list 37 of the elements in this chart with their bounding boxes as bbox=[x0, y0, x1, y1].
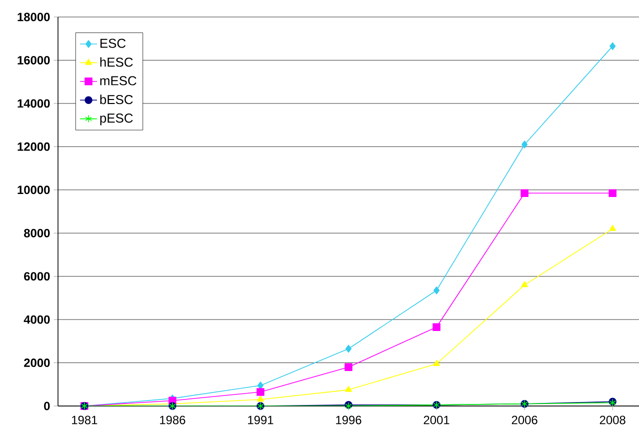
point bbox=[520, 189, 528, 198]
point bbox=[608, 189, 616, 198]
y-tick-label: 6000 bbox=[24, 272, 50, 281]
point bbox=[609, 224, 616, 231]
x-tick-label: 1991 bbox=[248, 416, 274, 424]
x-tick-label: 2008 bbox=[600, 416, 626, 424]
point bbox=[521, 281, 528, 288]
legend-label: pESC bbox=[100, 114, 133, 126]
legend-label: ESC bbox=[100, 38, 126, 48]
legend-label: mESC bbox=[100, 76, 136, 86]
point bbox=[257, 382, 264, 390]
x-tick-label: 1996 bbox=[336, 416, 362, 424]
y-tick-label: 8000 bbox=[24, 228, 50, 238]
point bbox=[522, 140, 528, 148]
point bbox=[344, 363, 352, 371]
y-tick-label: 10000 bbox=[18, 186, 50, 194]
x-tick-label: 1986 bbox=[160, 416, 186, 424]
point bbox=[256, 388, 264, 396]
point bbox=[432, 323, 440, 332]
point bbox=[345, 344, 352, 353]
legend-label: hESC bbox=[100, 57, 133, 67]
y-tick-label: 14000 bbox=[18, 99, 50, 108]
x-tick-label: 2001 bbox=[424, 416, 450, 424]
x-tick-label: 1981 bbox=[72, 416, 98, 424]
point bbox=[434, 286, 440, 294]
point bbox=[345, 386, 352, 392]
x-tick-label: 2006 bbox=[512, 416, 538, 424]
point bbox=[610, 42, 616, 50]
y-tick-label: 12000 bbox=[18, 142, 50, 151]
y-tick-label: 18000 bbox=[18, 12, 50, 22]
legend-label: bESC bbox=[100, 94, 133, 104]
y-tick-label: 4000 bbox=[24, 315, 50, 324]
y-tick-label: 16000 bbox=[18, 56, 50, 64]
point bbox=[433, 360, 440, 366]
y-tick-label: 2000 bbox=[24, 358, 50, 367]
point bbox=[257, 396, 264, 402]
y-tick-label: 0 bbox=[44, 402, 50, 410]
